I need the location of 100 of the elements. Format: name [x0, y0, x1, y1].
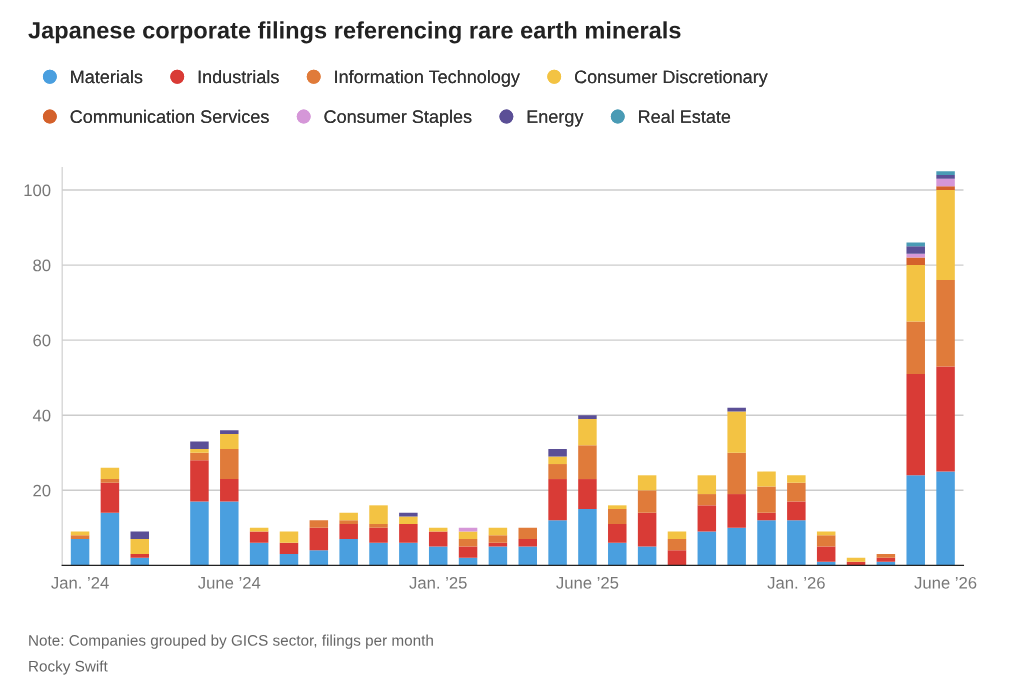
bar: [100, 482, 120, 513]
bar: [488, 542, 508, 547]
bar: [787, 501, 806, 521]
bar: [458, 546, 478, 558]
bar: [399, 524, 418, 543]
bar: [906, 257, 925, 266]
bar: [130, 531, 150, 540]
bar: [816, 546, 836, 562]
bar: [70, 539, 90, 566]
bar: [369, 527, 388, 543]
bar: [309, 520, 329, 528]
bar: [936, 471, 955, 566]
bar: [697, 494, 717, 506]
bar: [787, 475, 806, 483]
chart-title: Japanese corporate filings referencing rare earth minerals: [28, 21, 681, 44]
bar: [100, 467, 120, 480]
bar: [906, 265, 925, 322]
bar: [309, 527, 329, 551]
legend-label: Real Estate: [639, 109, 731, 124]
bar: [339, 524, 358, 540]
text: Rocky Swift: [29, 660, 108, 675]
bar: [249, 531, 269, 543]
bar: [190, 449, 209, 453]
bar: [428, 546, 448, 566]
bar: [697, 475, 717, 495]
bar: [876, 557, 896, 562]
bar: [757, 520, 776, 566]
bar: [637, 475, 657, 491]
bar: [399, 542, 418, 566]
x-tick-label: June ’25: [556, 576, 619, 589]
bar: [936, 186, 955, 191]
bar: [279, 531, 299, 543]
bar: [428, 527, 448, 532]
bar: [458, 527, 478, 532]
bar: [936, 171, 955, 176]
bar: [936, 366, 955, 472]
bar: [220, 479, 239, 502]
bar: [220, 501, 239, 566]
bar: [220, 449, 239, 480]
bar: [518, 539, 537, 547]
bar: [458, 539, 478, 547]
bar: [637, 490, 657, 513]
bar: [369, 505, 388, 525]
x-tick-label: June ’26: [914, 576, 977, 589]
bar: [787, 482, 806, 502]
bar: [548, 464, 567, 480]
bar: [249, 527, 269, 532]
y-tick-label: 20: [33, 484, 51, 497]
legend-label: Information Technology: [335, 70, 520, 87]
bar: [578, 479, 597, 510]
bar: [369, 542, 388, 566]
bar: [548, 479, 567, 521]
bar: [458, 557, 478, 566]
bar: [906, 246, 925, 254]
bar: [309, 550, 329, 566]
bar: [608, 509, 627, 525]
bar: [757, 486, 776, 513]
x-tick-label: June ’24: [198, 576, 261, 589]
x-tick-label: Jan. ’26: [767, 576, 825, 589]
bar: [100, 479, 120, 483]
bar: [130, 554, 150, 558]
legend-label: Materials: [71, 70, 143, 84]
bar: [787, 520, 806, 566]
legend-label: Communication Services: [70, 109, 269, 124]
text: Note: Companies grouped by GICS sector, filings per month: [29, 634, 433, 649]
bar: [190, 441, 209, 450]
bar: [667, 531, 687, 540]
bar: [220, 434, 239, 450]
legend-label: Energy: [527, 110, 584, 127]
bar: [339, 512, 358, 521]
bar: [279, 542, 299, 555]
bar: [936, 190, 955, 281]
bar: [488, 527, 508, 536]
bar: [906, 475, 925, 566]
legend-label: Industrials: [198, 70, 279, 84]
bar: [936, 178, 955, 187]
bar: [518, 527, 537, 540]
bar: [190, 460, 209, 502]
legend-label: Consumer Staples: [324, 109, 472, 127]
bar: [637, 512, 657, 547]
bar: [608, 542, 627, 566]
bar: [488, 535, 508, 543]
bar: [518, 546, 537, 566]
bar: [339, 520, 358, 525]
bar: [697, 531, 717, 566]
bar: [906, 253, 925, 258]
bar: [339, 539, 358, 566]
y-tick-label: 40: [32, 409, 51, 422]
bar: [399, 512, 418, 517]
x-tick-label: Jan. ’25: [409, 576, 467, 589]
bar: [757, 512, 776, 521]
bar: [399, 516, 418, 525]
bar: [816, 535, 836, 547]
bar: [637, 546, 657, 566]
bar: [876, 554, 896, 558]
bar: [548, 520, 567, 566]
bar: [906, 373, 925, 476]
bar: [697, 505, 717, 532]
bar: [279, 554, 299, 566]
bar: [369, 524, 388, 528]
